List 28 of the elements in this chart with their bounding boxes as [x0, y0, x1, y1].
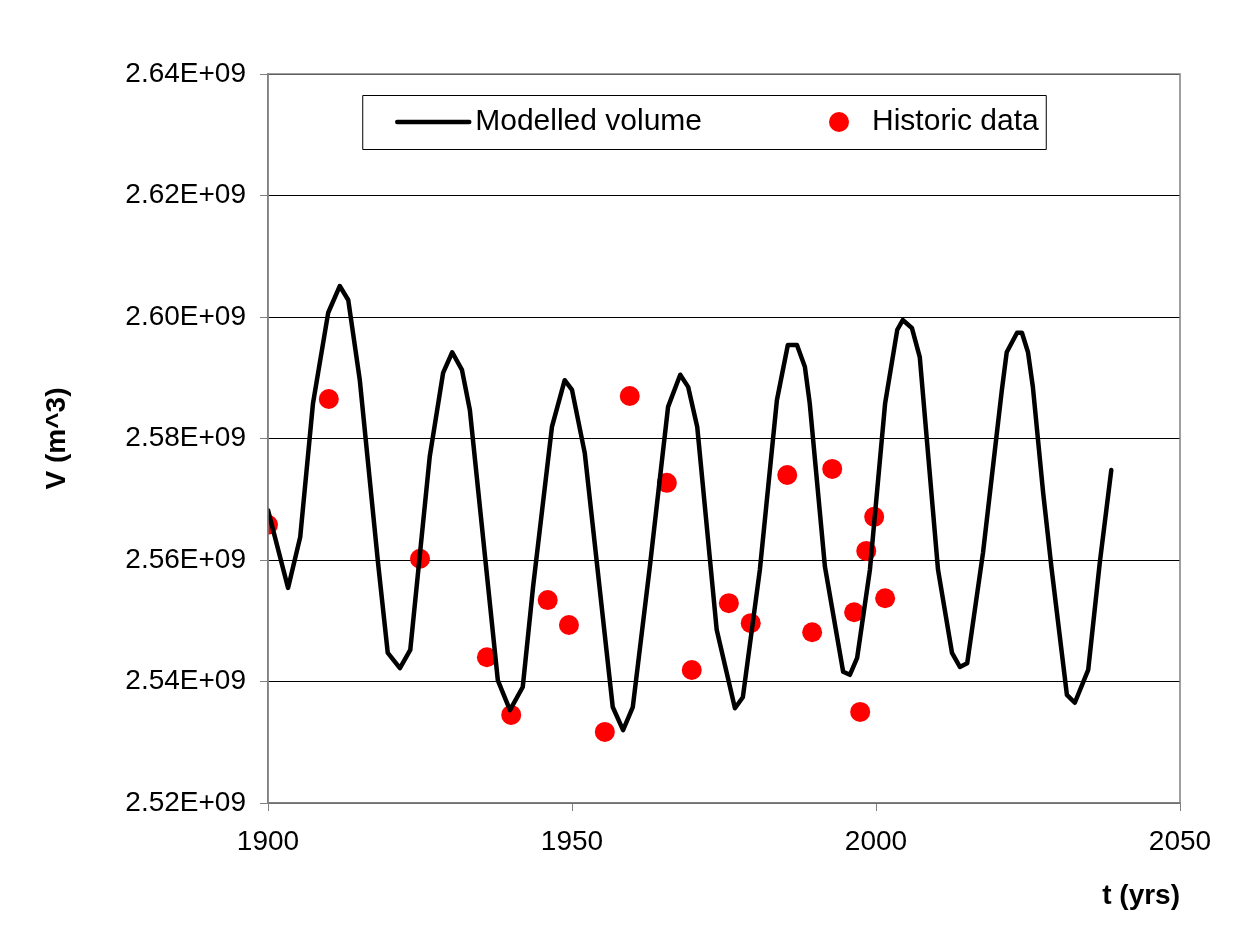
point — [619, 385, 640, 406]
y-tick-label: 2.56E+09 — [125, 542, 246, 574]
x-tick-label: 2050 — [1148, 824, 1212, 856]
point — [822, 458, 843, 479]
y-tick-label: 2.54E+09 — [125, 664, 246, 696]
legend-label: Historic data — [872, 103, 1040, 137]
y-tick-label: 2.62E+09 — [125, 178, 246, 210]
point — [718, 593, 739, 614]
y-tick-label: 2.64E+09 — [125, 56, 246, 88]
point — [594, 721, 615, 742]
y-tick-label: 2.52E+09 — [125, 785, 246, 817]
point — [802, 622, 823, 643]
x-tick-label: 1900 — [236, 824, 300, 856]
y-tick-label: 2.60E+09 — [125, 299, 246, 331]
point — [537, 590, 558, 611]
x-axis-title: t (yrs) — [1102, 878, 1180, 910]
y-tick-label: 2.58E+09 — [125, 421, 246, 453]
point — [681, 659, 702, 680]
point — [777, 464, 798, 485]
x-tick-label: 2000 — [844, 824, 908, 856]
point — [558, 615, 579, 635]
point — [875, 588, 896, 609]
point — [318, 389, 339, 410]
point — [844, 602, 865, 623]
point — [850, 701, 871, 722]
y-axis-title: V (m^3) — [39, 387, 71, 490]
legend-label: Modelled volume — [475, 103, 703, 137]
x-tick-label: 1950 — [540, 824, 604, 856]
